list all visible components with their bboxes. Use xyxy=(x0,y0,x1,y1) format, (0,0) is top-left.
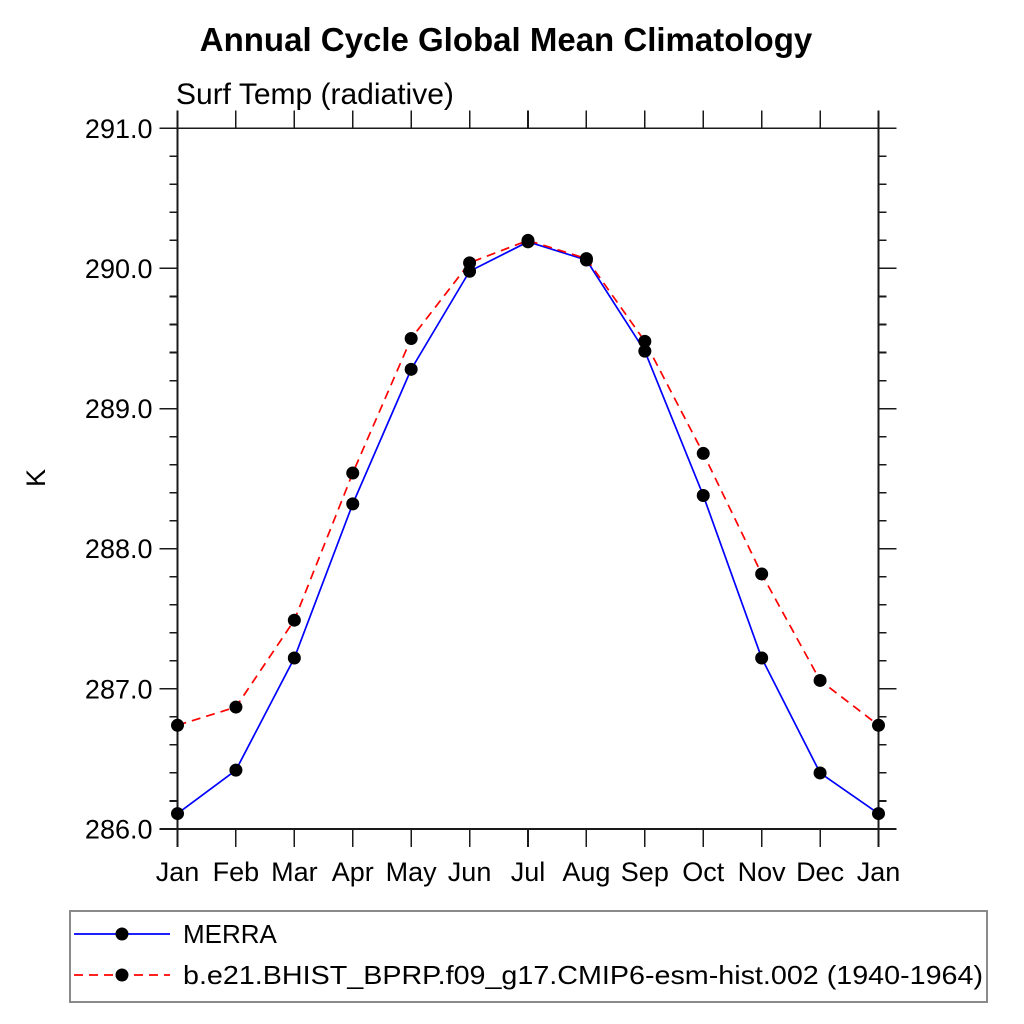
legend-label-merra: MERRA xyxy=(183,919,278,949)
model-data-point xyxy=(287,613,301,627)
x-tick-label: Feb xyxy=(213,857,260,887)
merra-data-point xyxy=(287,651,301,665)
y-tick-label: 288.0 xyxy=(85,534,153,564)
x-tick-label: Sep xyxy=(621,857,669,887)
model-data-point xyxy=(171,718,184,732)
merra-data-point xyxy=(813,766,827,780)
legend-item-model: b.e21.BHIST_BPRP.f09_g17.CMIP6-esm-hist.… xyxy=(74,960,983,990)
x-tick-label: Oct xyxy=(682,857,725,887)
legend: MERRA b.e21.BHIST_BPRP.f09_g17.CMIP6-esm… xyxy=(69,910,988,1003)
y-tick-label: 286.0 xyxy=(85,815,153,845)
model-data-point xyxy=(872,718,885,732)
merra-data-point xyxy=(229,763,243,777)
y-tick-label: 291.0 xyxy=(85,114,153,144)
x-tick-label: Jan xyxy=(857,857,901,887)
x-tick-label: Dec xyxy=(796,857,844,887)
model-data-point xyxy=(521,233,535,247)
model-data-point xyxy=(346,466,360,480)
merra-data-point xyxy=(872,807,885,821)
x-tick-label: Jan xyxy=(156,857,200,887)
merra-data-point xyxy=(696,488,710,502)
x-tick-label: May xyxy=(386,857,438,887)
legend-item-merra: MERRA xyxy=(74,919,278,949)
page-title: Annual Cycle Global Mean Climatology xyxy=(200,21,813,58)
y-tick-label: 287.0 xyxy=(85,674,153,704)
legend-marker-dot xyxy=(115,968,129,982)
plot-frame xyxy=(176,127,880,830)
y-tick-label: 290.0 xyxy=(85,254,153,284)
y-axis-label: K xyxy=(21,469,51,487)
merra-data-point xyxy=(171,807,184,821)
model-data-point xyxy=(579,252,593,266)
merra-data-point xyxy=(404,362,418,376)
plot-area: Jan Feb Mar Apr May Jun Jul Aug Sep Oct Nov Dec Jan2… xyxy=(85,110,900,887)
chart-subtitle: Surf Temp (radiative) xyxy=(176,78,454,111)
model-data-point xyxy=(638,334,652,348)
x-tick-label: Mar xyxy=(271,857,318,887)
merra-data-point xyxy=(346,497,360,511)
merra-series-line xyxy=(176,240,879,815)
model-data-point xyxy=(229,700,243,714)
merra-data-point xyxy=(755,651,769,665)
model-series-line xyxy=(177,239,880,727)
model-data-point xyxy=(696,446,710,460)
x-tick-label: Jun xyxy=(448,857,492,887)
legend-marker-dot xyxy=(115,927,129,941)
x-tick-label: Nov xyxy=(738,857,787,887)
model-data-point xyxy=(755,567,769,581)
legend-label-model: b.e21.BHIST_BPRP.f09_g17.CMIP6-esm-hist.… xyxy=(183,960,983,990)
model-data-point xyxy=(463,256,477,270)
x-tick-label: Jul xyxy=(511,857,546,887)
model-data-point xyxy=(404,332,418,346)
x-tick-label: Apr xyxy=(332,857,374,887)
merra-data-point xyxy=(638,344,652,358)
y-tick-label: 289.0 xyxy=(85,394,153,424)
legend-box xyxy=(69,910,988,1003)
model-data-point xyxy=(813,673,827,687)
x-tick-label: Aug xyxy=(562,857,610,887)
